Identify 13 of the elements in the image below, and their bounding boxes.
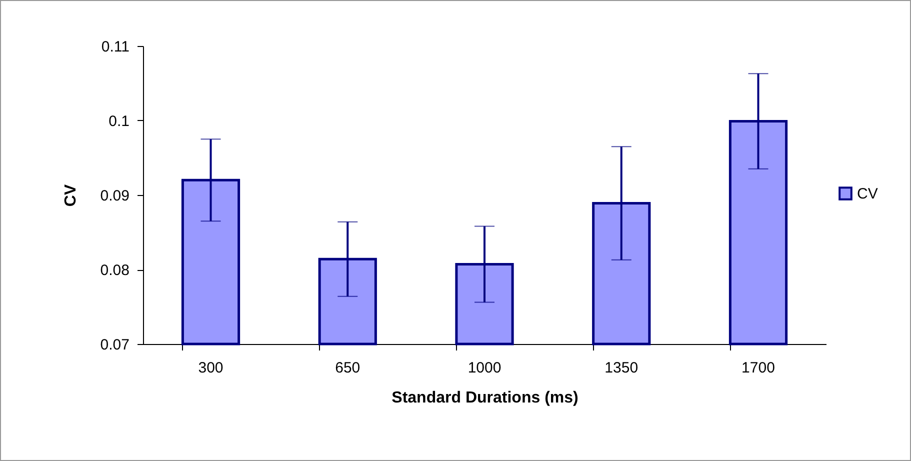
y-tick-label: 0.07 bbox=[100, 336, 130, 354]
y-axis-title: CV bbox=[62, 184, 80, 207]
x-tick-label: 300 bbox=[198, 360, 224, 376]
x-tick-label: 650 bbox=[335, 360, 360, 376]
x-tick-label: 1000 bbox=[468, 360, 502, 376]
y-tick-label: 0.11 bbox=[101, 38, 130, 56]
y-tick-label: 0.08 bbox=[100, 262, 130, 279]
y-tick-label: 0.1 bbox=[108, 113, 130, 130]
x-tick-label: 1350 bbox=[604, 360, 638, 376]
y-tick-label: 0.09 bbox=[100, 188, 130, 204]
legend-label: CV bbox=[857, 186, 878, 202]
x-tick-label: 1700 bbox=[742, 360, 775, 376]
x-axis-title: Standard Durations (ms) bbox=[392, 390, 578, 406]
